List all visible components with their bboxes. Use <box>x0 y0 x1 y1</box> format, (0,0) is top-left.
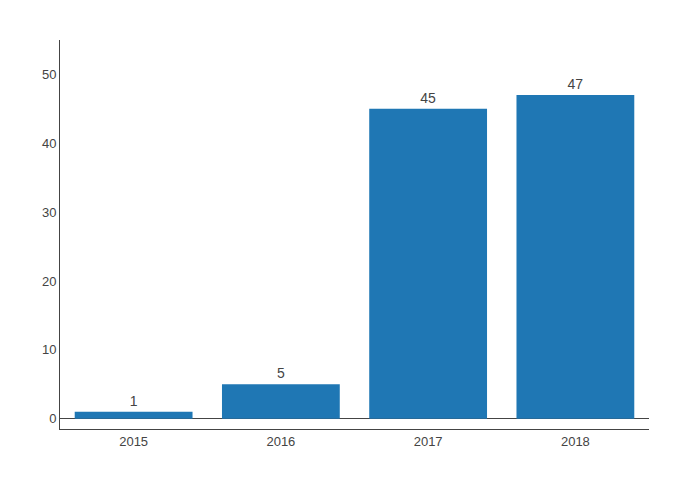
svg-text:30: 30 <box>42 205 56 220</box>
svg-text:2017: 2017 <box>414 434 443 449</box>
svg-text:2016: 2016 <box>266 434 295 449</box>
svg-text:5: 5 <box>277 365 285 381</box>
svg-text:47: 47 <box>567 76 583 92</box>
svg-text:45: 45 <box>420 90 436 106</box>
svg-text:2018: 2018 <box>561 434 590 449</box>
svg-text:50: 50 <box>42 67 56 82</box>
svg-text:1: 1 <box>130 393 138 409</box>
svg-text:0: 0 <box>49 411 56 426</box>
svg-text:2015: 2015 <box>119 434 148 449</box>
svg-text:40: 40 <box>42 136 56 151</box>
svg-text:20: 20 <box>42 274 56 289</box>
svg-text:10: 10 <box>42 342 56 357</box>
